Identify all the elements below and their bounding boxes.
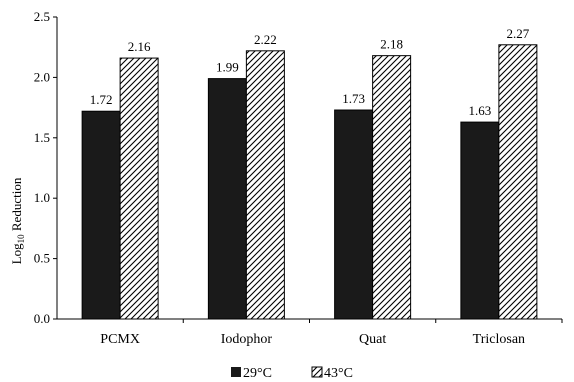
- data-label: 1.63: [469, 103, 492, 118]
- data-label: 1.72: [90, 92, 113, 107]
- data-label: 1.73: [342, 91, 365, 106]
- bar-43c: [119, 57, 159, 320]
- legend-label-29c: 29°C: [243, 366, 272, 381]
- y-axis-title: Log10 Reduction: [9, 177, 26, 264]
- data-label: 1.99: [216, 60, 239, 75]
- y-tick-label: 0.5: [34, 251, 50, 266]
- data-label: 2.27: [507, 26, 530, 41]
- data-label: 2.18: [380, 37, 403, 52]
- y-tick-label: 0.0: [34, 311, 50, 326]
- bar-43c: [372, 55, 412, 320]
- data-labels: 1.72 2.16 1.99 2.22 1.73 2.18 1.63 2.27: [90, 26, 530, 118]
- category-label: Triclosan: [473, 332, 525, 347]
- plot-area: 0.0 0.5 1.0 1.5 2.0 2.5 1.72 2.16 1.99 2.22 1.73 2…: [34, 9, 563, 347]
- category-labels: PCMX Iodophor Quat Triclosan: [100, 319, 563, 347]
- y-axis-ticks: 0.0 0.5 1.0 1.5 2.0 2.5: [34, 9, 57, 326]
- category-label: PCMX: [100, 332, 140, 347]
- category-label: Quat: [359, 332, 386, 347]
- y-tick-label: 1.0: [34, 190, 50, 205]
- legend-label-43c: 43°C: [324, 366, 353, 381]
- legend-swatch-43c: [311, 366, 323, 378]
- legend-swatch-29c: [231, 367, 241, 377]
- bar-29c: [81, 110, 121, 320]
- y-tick-label: 2.0: [34, 69, 50, 84]
- data-label: 2.16: [128, 39, 151, 54]
- y-tick-label: 1.5: [34, 130, 50, 145]
- y-tick-label: 2.5: [34, 9, 50, 24]
- bar-43c: [498, 44, 538, 320]
- bar-43c: [245, 50, 285, 320]
- y-axis-title-rest: Reduction: [9, 177, 24, 234]
- bar-29c: [460, 121, 500, 320]
- legend: 29°C 43°C: [231, 366, 353, 381]
- category-label: Iodophor: [221, 332, 273, 347]
- y-axis-title-subscript: 10: [16, 234, 26, 244]
- data-label: 2.22: [254, 32, 277, 47]
- bar-series: [81, 44, 538, 320]
- bar-29c: [334, 109, 374, 320]
- bar-29c: [207, 78, 247, 320]
- y-axis-title-main: Log: [9, 243, 24, 264]
